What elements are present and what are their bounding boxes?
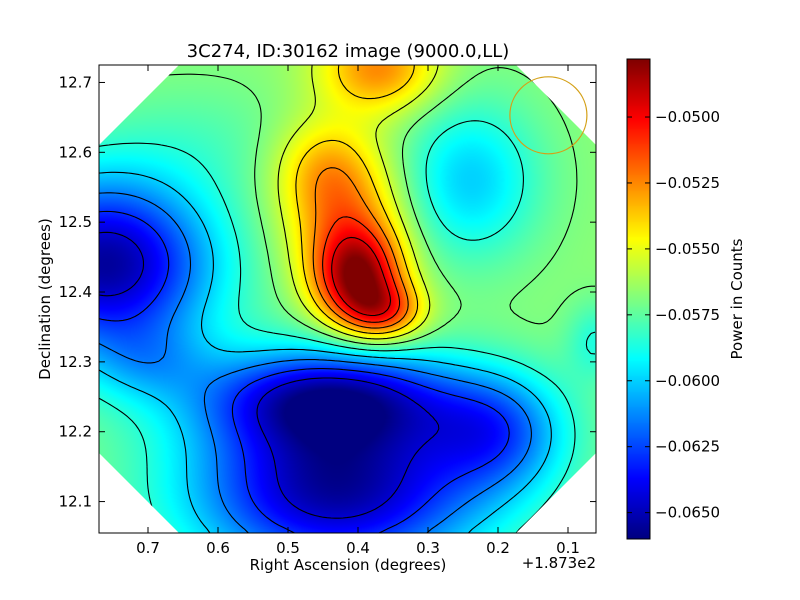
contour-level-5 xyxy=(99,67,595,346)
contour-level-3 xyxy=(295,65,419,335)
colorbar-tick-label: −0.0650 xyxy=(655,504,720,522)
x-tick-label: 0.2 xyxy=(486,539,510,557)
y-tick-label: 12.2 xyxy=(59,423,92,441)
colorbar-tick-label: −0.0625 xyxy=(655,438,720,456)
contour-level-0 xyxy=(331,236,392,317)
colorbar-ticks: −0.0500 −0.0525 −0.0550 −0.0575 −0.0600 −0.06… xyxy=(627,108,720,522)
x-tick-label: 0.3 xyxy=(416,539,440,557)
beam-circle xyxy=(509,76,588,155)
colorbar: −0.0500 −0.0525 −0.0550 −0.0575 −0.0600 −0.06… xyxy=(626,58,746,540)
y-tick-label: 12.3 xyxy=(59,353,92,371)
x-offset-label: +1.873e2 xyxy=(522,554,596,572)
y-axis-label: Declination (degrees) xyxy=(36,218,54,380)
contour-level-4 xyxy=(277,65,439,340)
plot-area xyxy=(98,64,597,534)
x-axis: 0.7 0.6 0.5 0.4 0.3 0.2 0.1 xyxy=(136,65,580,557)
y-tick-label: 12.5 xyxy=(59,213,92,231)
heatmap-image xyxy=(99,65,596,533)
y-tick-label: 12.7 xyxy=(59,73,92,91)
colorbar-frame xyxy=(626,58,651,540)
x-axis-label: Right Ascension (degrees) xyxy=(250,556,447,574)
contour-level-8 xyxy=(99,192,532,533)
colorbar-tick-label: −0.0550 xyxy=(655,240,720,258)
plot-frame xyxy=(98,64,597,534)
colorbar-tick-label: −0.0500 xyxy=(655,108,720,126)
x-tick-label: 0.5 xyxy=(276,539,300,557)
contour-level-10 xyxy=(99,231,440,519)
contour-level-7 xyxy=(99,171,552,533)
x-tick-label: 0.4 xyxy=(346,539,370,557)
x-tick-label: 0.6 xyxy=(206,539,230,557)
chart-title: 3C274, ID:30162 image (9000.0,LL) xyxy=(187,41,510,62)
contour-level-2 xyxy=(312,167,409,329)
contour-level-9 xyxy=(99,210,510,533)
y-tick-label: 12.6 xyxy=(59,143,92,161)
y-axis: 12.1 12.2 12.3 12.4 12.5 12.6 12.7 xyxy=(59,73,596,511)
colorbar-label: Power in Counts xyxy=(728,238,746,359)
colorbar-tick-label: −0.0525 xyxy=(655,174,720,192)
colorbar-tick-label: −0.0575 xyxy=(655,306,720,324)
colorbar-gradient xyxy=(627,59,650,539)
contour-lines xyxy=(99,65,596,533)
y-tick-label: 12.1 xyxy=(59,493,92,511)
x-tick-label: 0.1 xyxy=(556,539,580,557)
x-tick-label: 0.7 xyxy=(136,539,160,557)
contour-level-6 xyxy=(99,120,596,533)
contour-level-1 xyxy=(322,216,401,323)
y-tick-label: 12.4 xyxy=(59,283,92,301)
colorbar-tick-label: −0.0600 xyxy=(655,372,720,390)
